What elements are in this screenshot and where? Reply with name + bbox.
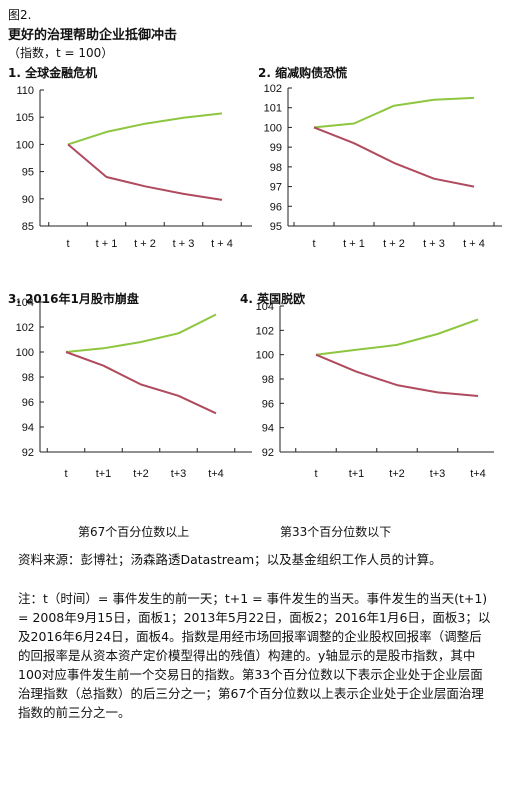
y-tick-label: 92 — [262, 447, 274, 459]
y-tick-label: 104 — [256, 301, 274, 313]
x-tick-label: t+3 — [171, 468, 187, 480]
figure-label: 图2. — [8, 8, 32, 22]
panel-3-title: 3. 2016年1月股市崩盘 — [8, 292, 139, 306]
y-tick-label: 100 — [256, 350, 274, 362]
series-line-bottom33 — [65, 351, 217, 415]
y-tick-label: 100 — [16, 139, 34, 151]
x-tick-label: t+2 — [133, 468, 149, 480]
y-tick-label: 100 — [264, 122, 282, 134]
y-tick-label: 105 — [16, 112, 34, 124]
x-tick-label: t+4 — [470, 468, 486, 480]
x-tick-label: t + 3 — [423, 238, 445, 250]
chart-svg-4: 92 94 96 98 100 102 104 t t+1 t+2 t+3 t+4 — [256, 301, 494, 480]
chart-panel-3: 92 94 96 98 100 102 104 t t+1 t+2 t+3 t+4 3. 2016年1… — [8, 290, 258, 490]
y-tick-label: 94 — [22, 422, 34, 434]
y-tick-label: 96 — [262, 398, 274, 410]
x-tick-label: t+4 — [208, 468, 224, 480]
y-tick-label: 95 — [270, 221, 282, 233]
y-tick-label: 102 — [16, 322, 34, 334]
chart-svg-3: 92 94 96 98 100 102 104 t t+1 t+2 t+3 t+4 — [16, 297, 252, 480]
x-tick-label: t + 2 — [383, 238, 405, 250]
y-tick-label: 99 — [270, 142, 282, 154]
panel-4-title: 4. 英国脱欧 — [240, 292, 306, 306]
y-tick-label: 98 — [270, 162, 282, 174]
x-tick-label: t — [314, 468, 317, 480]
y-tick-label: 96 — [270, 201, 282, 213]
y-tick-label: 101 — [264, 103, 282, 115]
x-tick-label: t — [66, 238, 69, 250]
footnote: 注：t（时间）= 事件发生的前一天；t+1 = 事件发生的当天。事件发生的当天(… — [18, 591, 491, 720]
chart-svg-2: 95 96 97 98 99 100 101 102 t t + 1 t + 2 t + 3 t + 4 — [264, 83, 502, 250]
x-tick-label: t+2 — [389, 468, 405, 480]
y-tick-label: 104 — [16, 297, 34, 309]
x-tick-label: t + 2 — [134, 238, 156, 250]
panel-2-title: 2. 缩减购债恐慌 — [258, 66, 348, 80]
y-tick-label: 95 — [22, 167, 34, 179]
y-tick-label: 98 — [262, 374, 274, 386]
x-tick-label: t + 4 — [211, 238, 233, 250]
x-tick-label: t + 1 — [343, 238, 365, 250]
y-tick-label: 92 — [22, 447, 34, 459]
x-tick-label: t+3 — [430, 468, 446, 480]
chart-panel-4: 92 94 96 98 100 102 104 t t+1 t+2 t+3 t+4 4. 英国脱欧 — [240, 290, 494, 490]
x-tick-label: t + 4 — [463, 238, 485, 250]
x-tick-label: t+1 — [349, 468, 365, 480]
chart-panel-1: 85 90 95 100 105 110 t t + 1 t + 2 t + 3 t + 4 1. … — [8, 64, 258, 264]
series-line-bottom33 — [313, 126, 475, 188]
x-tick-label: t — [64, 468, 67, 480]
figure-subtitle: （指数，t = 100） — [8, 46, 114, 60]
figure-title: 更好的治理帮助企业抵御冲击 — [8, 28, 178, 43]
y-tick-label: 102 — [256, 325, 274, 337]
y-tick-label: 90 — [22, 194, 34, 206]
y-tick-label: 94 — [262, 423, 274, 435]
series-line-bottom33 — [67, 143, 223, 201]
source-note: 资料来源：彭博社；汤森路透Datastream；以及基金组织工作人员的计算。 — [18, 552, 442, 567]
y-tick-label: 96 — [22, 397, 34, 409]
series-line-top67 — [65, 313, 217, 353]
x-tick-label: t + 1 — [96, 238, 118, 250]
chart-svg-1: 85 90 95 100 105 110 t t + 1 t + 2 t + 3 t + 4 — [16, 85, 252, 250]
x-tick-label: t+1 — [96, 468, 112, 480]
x-tick-label: t + 3 — [173, 238, 195, 250]
panel-1-title: 1. 全球金融危机 — [8, 66, 98, 80]
x-tick-label: t — [312, 238, 315, 250]
y-tick-label: 110 — [16, 85, 34, 97]
y-tick-label: 102 — [264, 83, 282, 95]
series-line-top67 — [67, 112, 223, 146]
y-tick-label: 100 — [16, 347, 34, 359]
legend-top67: 第67个百分位数以上 — [78, 525, 190, 539]
series-line-top67 — [315, 318, 479, 356]
series-line-bottom33 — [315, 353, 479, 397]
chart-panel-2: 95 96 97 98 99 100 101 102 t t + 1 t + 2 t + 3 t + 4… — [258, 64, 508, 264]
y-tick-label: 85 — [22, 221, 34, 233]
legend-bottom33: 第33个百分位数以下 — [280, 525, 392, 539]
series-line-top67 — [313, 96, 475, 129]
y-tick-label: 97 — [270, 182, 282, 194]
y-tick-label: 98 — [22, 372, 34, 384]
